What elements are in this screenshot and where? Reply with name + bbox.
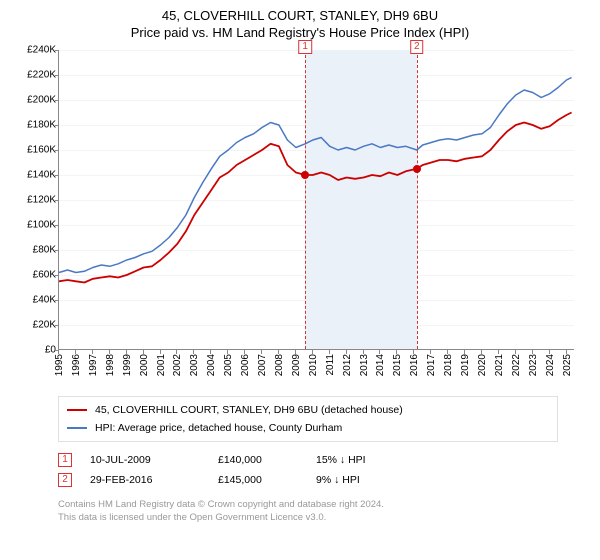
- y-tick-label: £80K: [33, 245, 56, 256]
- x-tick-label: 1995: [54, 354, 65, 376]
- x-tick-label: 1997: [88, 354, 99, 376]
- x-tick-label: 2014: [375, 354, 386, 376]
- y-tick-label: £240K: [27, 45, 56, 56]
- series-svg: [59, 50, 575, 350]
- marker-dot: [301, 171, 309, 179]
- y-tick-label: £180K: [27, 120, 56, 131]
- y-tick-label: £160K: [27, 145, 56, 156]
- x-tick-label: 2007: [257, 354, 268, 376]
- x-tick-label: 1999: [122, 354, 133, 376]
- transaction-row: 2 29-FEB-2016 £145,000 9% ↓ HPI: [58, 470, 558, 490]
- y-tick-label: £200K: [27, 95, 56, 106]
- y-tick-label: £140K: [27, 170, 56, 181]
- credit-line-1: Contains HM Land Registry data © Crown c…: [58, 498, 558, 511]
- x-tick-label: 2004: [206, 354, 217, 376]
- transaction-date: 29-FEB-2016: [90, 470, 200, 490]
- title-line-2: Price paid vs. HM Land Registry's House …: [14, 25, 586, 40]
- legend-row: 45, CLOVERHILL COURT, STANLEY, DH9 6BU (…: [67, 401, 549, 419]
- x-tick-label: 2003: [189, 354, 200, 376]
- marker-line: [305, 50, 306, 349]
- x-tick-label: 2009: [291, 354, 302, 376]
- x-tick-label: 2016: [409, 354, 420, 376]
- transaction-badge: 1: [58, 453, 72, 467]
- chart: £0£20K£40K£60K£80K£100K£120K£140K£160K£1…: [14, 50, 586, 390]
- marker-badge: 1: [298, 40, 312, 54]
- y-tick-label: £220K: [27, 70, 56, 81]
- y-axis: £0£20K£40K£60K£80K£100K£120K£140K£160K£1…: [14, 50, 58, 350]
- x-tick-label: 2005: [223, 354, 234, 376]
- x-tick-label: 2021: [494, 354, 505, 376]
- y-tick: [55, 75, 59, 76]
- y-tick: [55, 50, 59, 51]
- transaction-row: 1 10-JUL-2009 £140,000 15% ↓ HPI: [58, 450, 558, 470]
- x-tick-label: 2006: [240, 354, 251, 376]
- transaction-price: £145,000: [218, 470, 298, 490]
- x-tick-label: 2010: [308, 354, 319, 376]
- x-tick-label: 2020: [477, 354, 488, 376]
- credit-line-2: This data is licensed under the Open Gov…: [58, 511, 558, 524]
- transaction-pct: 9% ↓ HPI: [316, 470, 426, 490]
- x-tick-label: 2002: [172, 354, 183, 376]
- y-tick: [55, 325, 59, 326]
- plot-area: 12: [58, 50, 574, 350]
- y-tick: [55, 250, 59, 251]
- legend-swatch: [67, 427, 87, 429]
- y-tick: [55, 100, 59, 101]
- y-tick-label: £100K: [27, 220, 56, 231]
- y-tick: [55, 175, 59, 176]
- y-tick: [55, 150, 59, 151]
- transaction-badge: 2: [58, 473, 72, 487]
- legend: 45, CLOVERHILL COURT, STANLEY, DH9 6BU (…: [58, 396, 558, 442]
- x-tick-label: 2023: [528, 354, 539, 376]
- y-tick-label: £20K: [33, 320, 56, 331]
- x-tick-label: 2025: [562, 354, 573, 376]
- legend-label: 45, CLOVERHILL COURT, STANLEY, DH9 6BU (…: [95, 401, 403, 419]
- x-tick-label: 2015: [392, 354, 403, 376]
- title-line-1: 45, CLOVERHILL COURT, STANLEY, DH9 6BU: [14, 8, 586, 23]
- marker-dot: [413, 165, 421, 173]
- credit-text: Contains HM Land Registry data © Crown c…: [58, 498, 558, 524]
- x-tick-label: 1996: [71, 354, 82, 376]
- x-tick-label: 2011: [325, 354, 336, 376]
- legend-swatch: [67, 409, 87, 411]
- x-tick-label: 2018: [443, 354, 454, 376]
- x-tick-label: 2019: [460, 354, 471, 376]
- x-tick-label: 2013: [359, 354, 370, 376]
- x-tick-label: 2022: [511, 354, 522, 376]
- x-tick-label: 2000: [139, 354, 150, 376]
- y-tick-label: £120K: [27, 195, 56, 206]
- y-tick-label: £60K: [33, 270, 56, 281]
- transaction-price: £140,000: [218, 450, 298, 470]
- x-axis: 1995199619971998199920002001200220032004…: [58, 350, 574, 390]
- x-tick-label: 2017: [426, 354, 437, 376]
- y-tick: [55, 300, 59, 301]
- transaction-pct: 15% ↓ HPI: [316, 450, 426, 470]
- y-tick: [55, 275, 59, 276]
- y-tick: [55, 125, 59, 126]
- y-tick: [55, 225, 59, 226]
- x-tick-label: 2008: [274, 354, 285, 376]
- chart-title: 45, CLOVERHILL COURT, STANLEY, DH9 6BU P…: [14, 8, 586, 40]
- marker-line: [417, 50, 418, 349]
- legend-label: HPI: Average price, detached house, Coun…: [95, 419, 342, 437]
- x-tick-label: 1998: [105, 354, 116, 376]
- y-tick-label: £40K: [33, 295, 56, 306]
- x-tick-label: 2012: [342, 354, 353, 376]
- y-tick: [55, 200, 59, 201]
- transaction-date: 10-JUL-2009: [90, 450, 200, 470]
- x-tick-label: 2024: [545, 354, 556, 376]
- legend-row: HPI: Average price, detached house, Coun…: [67, 419, 549, 437]
- marker-badge: 2: [410, 40, 424, 54]
- x-tick-label: 2001: [156, 354, 167, 376]
- transaction-table: 1 10-JUL-2009 £140,000 15% ↓ HPI 2 29-FEB-201…: [58, 450, 558, 490]
